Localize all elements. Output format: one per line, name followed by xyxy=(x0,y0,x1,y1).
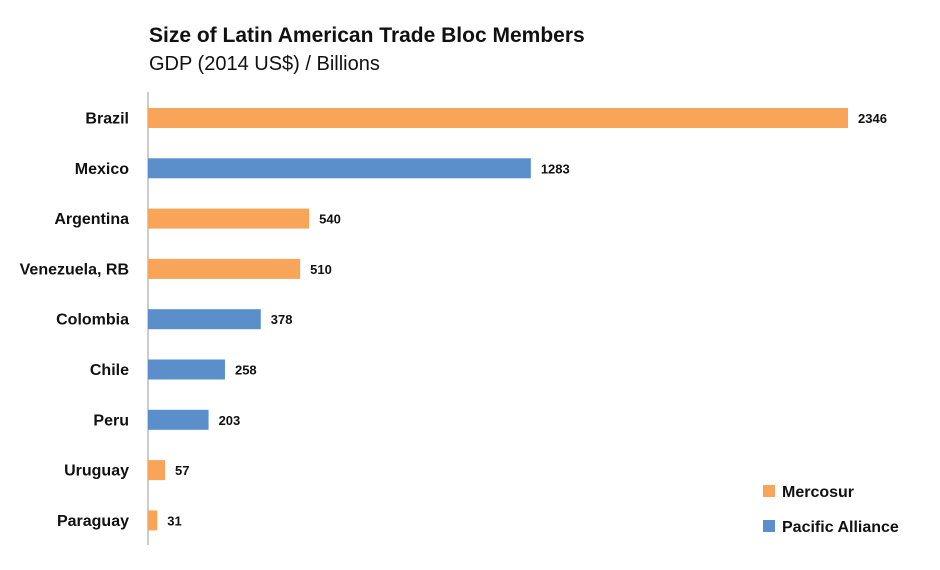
legend: Mercosur Pacific Alliance xyxy=(763,484,899,536)
value-label-chile: 258 xyxy=(235,363,257,378)
legend-swatch-pacific-alliance xyxy=(763,520,775,532)
value-label-mexico: 1283 xyxy=(541,161,570,176)
bar-uruguay xyxy=(148,460,166,481)
category-label-peru: Peru xyxy=(93,412,129,429)
value-label-paraguay: 31 xyxy=(167,513,181,528)
category-label-colombia: Colombia xyxy=(56,312,129,329)
category-label-brazil: Brazil xyxy=(85,111,129,128)
value-label-peru: 203 xyxy=(219,413,241,428)
category-label-chile: Chile xyxy=(90,362,129,379)
bar-venezuela-rb xyxy=(148,258,301,279)
bar-group: Brazil 2346 Mexico 1283 Argentina 540 Venezuel… xyxy=(20,108,887,531)
value-label-brazil: 2346 xyxy=(858,111,887,126)
category-label-mexico: Mexico xyxy=(75,161,129,178)
value-label-uruguay: 57 xyxy=(175,463,189,478)
category-label-argentina: Argentina xyxy=(54,211,129,228)
value-label-argentina: 540 xyxy=(319,212,341,227)
category-label-venezuela-rb: Venezuela, RB xyxy=(20,261,129,278)
legend-label-pacific-alliance: Pacific Alliance xyxy=(782,519,899,536)
legend-swatch-mercosur xyxy=(763,485,775,497)
chart-subtitle: GDP (2014 US$) / Billions xyxy=(149,53,380,75)
value-label-colombia: 378 xyxy=(271,312,293,327)
bar-paraguay xyxy=(148,510,158,531)
value-label-venezuela-rb: 510 xyxy=(310,262,332,277)
category-label-paraguay: Paraguay xyxy=(57,513,129,530)
bar-brazil xyxy=(148,108,848,128)
bar-colombia xyxy=(148,309,261,330)
category-label-uruguay: Uruguay xyxy=(64,463,129,480)
bar-peru xyxy=(148,409,209,430)
chart-title: Size of Latin American Trade Bloc Member… xyxy=(149,24,585,47)
bar-mexico xyxy=(148,158,531,179)
legend-label-mercosur: Mercosur xyxy=(782,484,854,501)
bar-argentina xyxy=(148,208,310,229)
bar-chile xyxy=(148,359,225,380)
